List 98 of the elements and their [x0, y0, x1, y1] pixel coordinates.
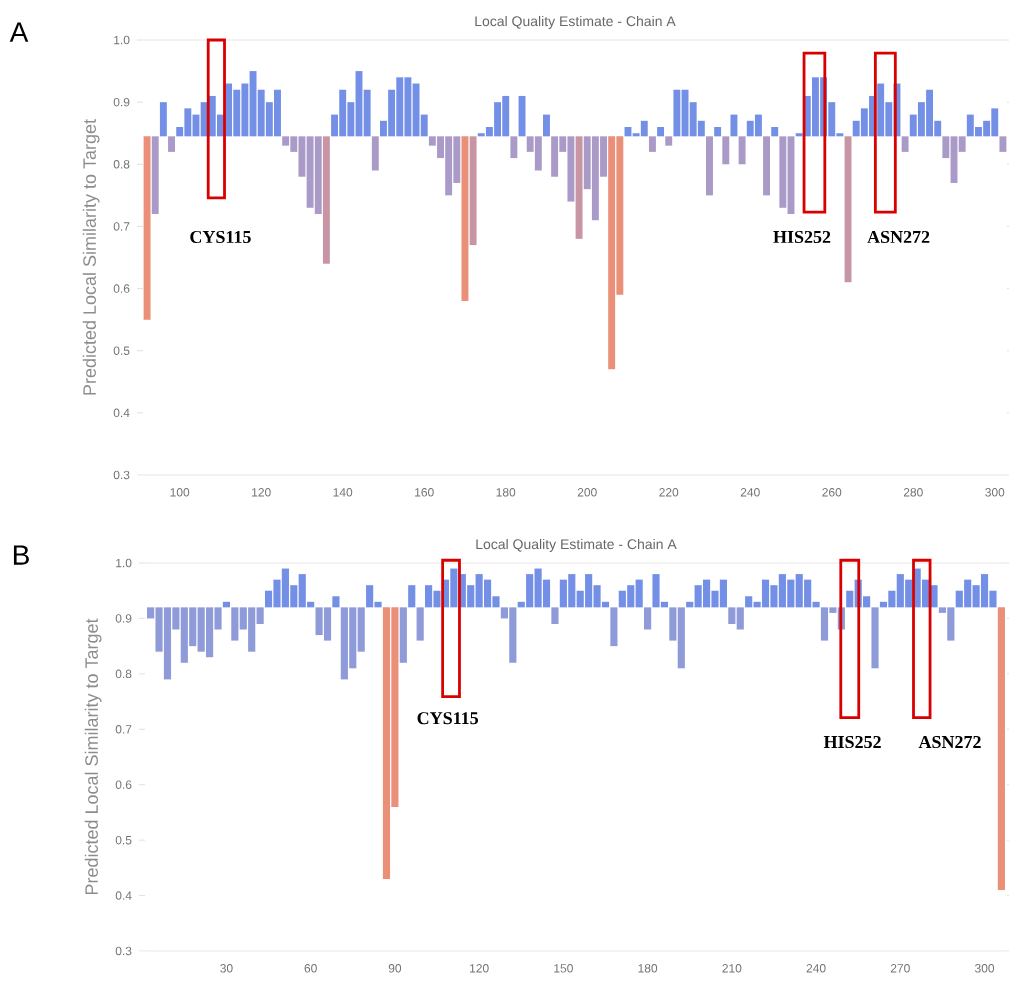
- bar: [771, 127, 779, 137]
- bar: [332, 596, 340, 608]
- chart-title: Local Quality Estimate - Chain A: [476, 538, 677, 552]
- x-tick-label: 240: [740, 488, 760, 497]
- annotation: HIS252: [773, 230, 831, 244]
- y-tick-label: 0.6: [113, 284, 130, 293]
- bar: [901, 136, 909, 152]
- bar: [551, 607, 559, 624]
- bar: [322, 136, 330, 264]
- x-tick-label: 100: [170, 488, 190, 497]
- bar: [408, 585, 416, 608]
- bar: [728, 607, 736, 624]
- bar: [543, 114, 550, 137]
- bar: [745, 596, 753, 608]
- y-axis-title: Predicted Local Similarity to Target: [84, 618, 102, 895]
- y-tick-label: 0.6: [115, 780, 132, 789]
- bar: [510, 136, 518, 159]
- y-tick-label: 0.4: [113, 408, 130, 418]
- x-tick-label: 210: [722, 964, 742, 973]
- bar: [871, 607, 879, 669]
- bar: [635, 579, 643, 608]
- bar: [677, 607, 685, 669]
- y-tick-label: 1.0: [116, 558, 132, 568]
- x-tick-label: 300: [985, 488, 1005, 497]
- bar: [999, 136, 1007, 152]
- bar: [738, 136, 746, 165]
- bar: [706, 136, 713, 196]
- x-tick-label: 240: [806, 964, 826, 973]
- x-tick-label: 30: [220, 964, 233, 973]
- x-tick-label: 300: [975, 964, 995, 973]
- bar: [714, 127, 722, 137]
- bar: [256, 607, 264, 624]
- bar: [763, 136, 771, 196]
- bar: [143, 136, 151, 320]
- x-tick-label: 160: [415, 488, 434, 497]
- x-tick-label: 180: [496, 488, 516, 497]
- bar: [168, 136, 175, 152]
- x-tick-label: 220: [659, 488, 679, 497]
- bar: [231, 607, 239, 641]
- text: A: [9, 22, 29, 42]
- x-tick-label: 260: [822, 488, 842, 497]
- x-tick-label: 120: [252, 488, 271, 497]
- x-tick-label: 140: [333, 488, 353, 497]
- x-tick-label: 180: [638, 964, 658, 973]
- bar: [371, 136, 379, 171]
- bar: [665, 136, 673, 146]
- bar: [730, 114, 738, 137]
- bar: [795, 133, 803, 137]
- bar: [958, 136, 966, 152]
- bar: [657, 127, 665, 137]
- bar: [151, 136, 159, 215]
- x-tick-label: 90: [388, 964, 402, 973]
- x-tick-label: 150: [554, 964, 573, 973]
- x-tick-label: 270: [890, 964, 910, 973]
- y-axis-title: Predicted Local Similarity to Target: [82, 119, 100, 395]
- bar: [461, 136, 469, 301]
- bar: [669, 607, 677, 641]
- bar: [357, 607, 365, 652]
- annotation: ASN272: [867, 230, 930, 244]
- bar: [722, 136, 730, 165]
- bar: [575, 136, 583, 239]
- annotation: HIS252: [823, 735, 881, 749]
- bar: [399, 607, 407, 663]
- text: B: [13, 545, 29, 565]
- x-tick-label: 60: [304, 964, 317, 973]
- bar: [416, 607, 424, 641]
- annotation: CYS115: [190, 230, 251, 244]
- bar: [673, 89, 681, 137]
- bar: [363, 89, 371, 137]
- x-tick-label: 120: [470, 964, 489, 973]
- bar: [648, 136, 656, 152]
- y-tick-label: 0.8: [113, 160, 130, 169]
- y-tick-label: 0.5: [113, 346, 130, 355]
- chart-title: Local Quality Estimate - Chain A: [475, 15, 676, 29]
- bar: [736, 607, 744, 630]
- y-tick-label: 1.0: [114, 35, 130, 45]
- y-tick-label: 0.8: [115, 669, 132, 679]
- annotation: ASN272: [918, 735, 981, 749]
- bar: [844, 136, 852, 283]
- y-tick-label: 0.7: [115, 725, 132, 734]
- y-tick-label: 0.7: [113, 222, 130, 231]
- y-tick-label: 0.9: [115, 614, 132, 623]
- bar: [610, 607, 618, 647]
- bar: [846, 590, 854, 608]
- y-tick-label: 0.4: [115, 891, 132, 900]
- y-tick-label: 0.9: [113, 97, 130, 107]
- y-tick-label: 0.5: [115, 835, 132, 845]
- x-tick-label: 280: [903, 488, 923, 497]
- annotation: CYS115: [417, 712, 479, 725]
- x-tick-label: 200: [577, 488, 597, 497]
- bar: [469, 136, 477, 246]
- bar: [159, 102, 167, 137]
- bar: [942, 136, 950, 159]
- bar: [779, 136, 787, 208]
- bar: [997, 607, 1005, 891]
- y-tick-label: 0.3: [115, 946, 132, 956]
- y-tick-label: 0.3: [113, 470, 130, 480]
- bar: [644, 607, 652, 630]
